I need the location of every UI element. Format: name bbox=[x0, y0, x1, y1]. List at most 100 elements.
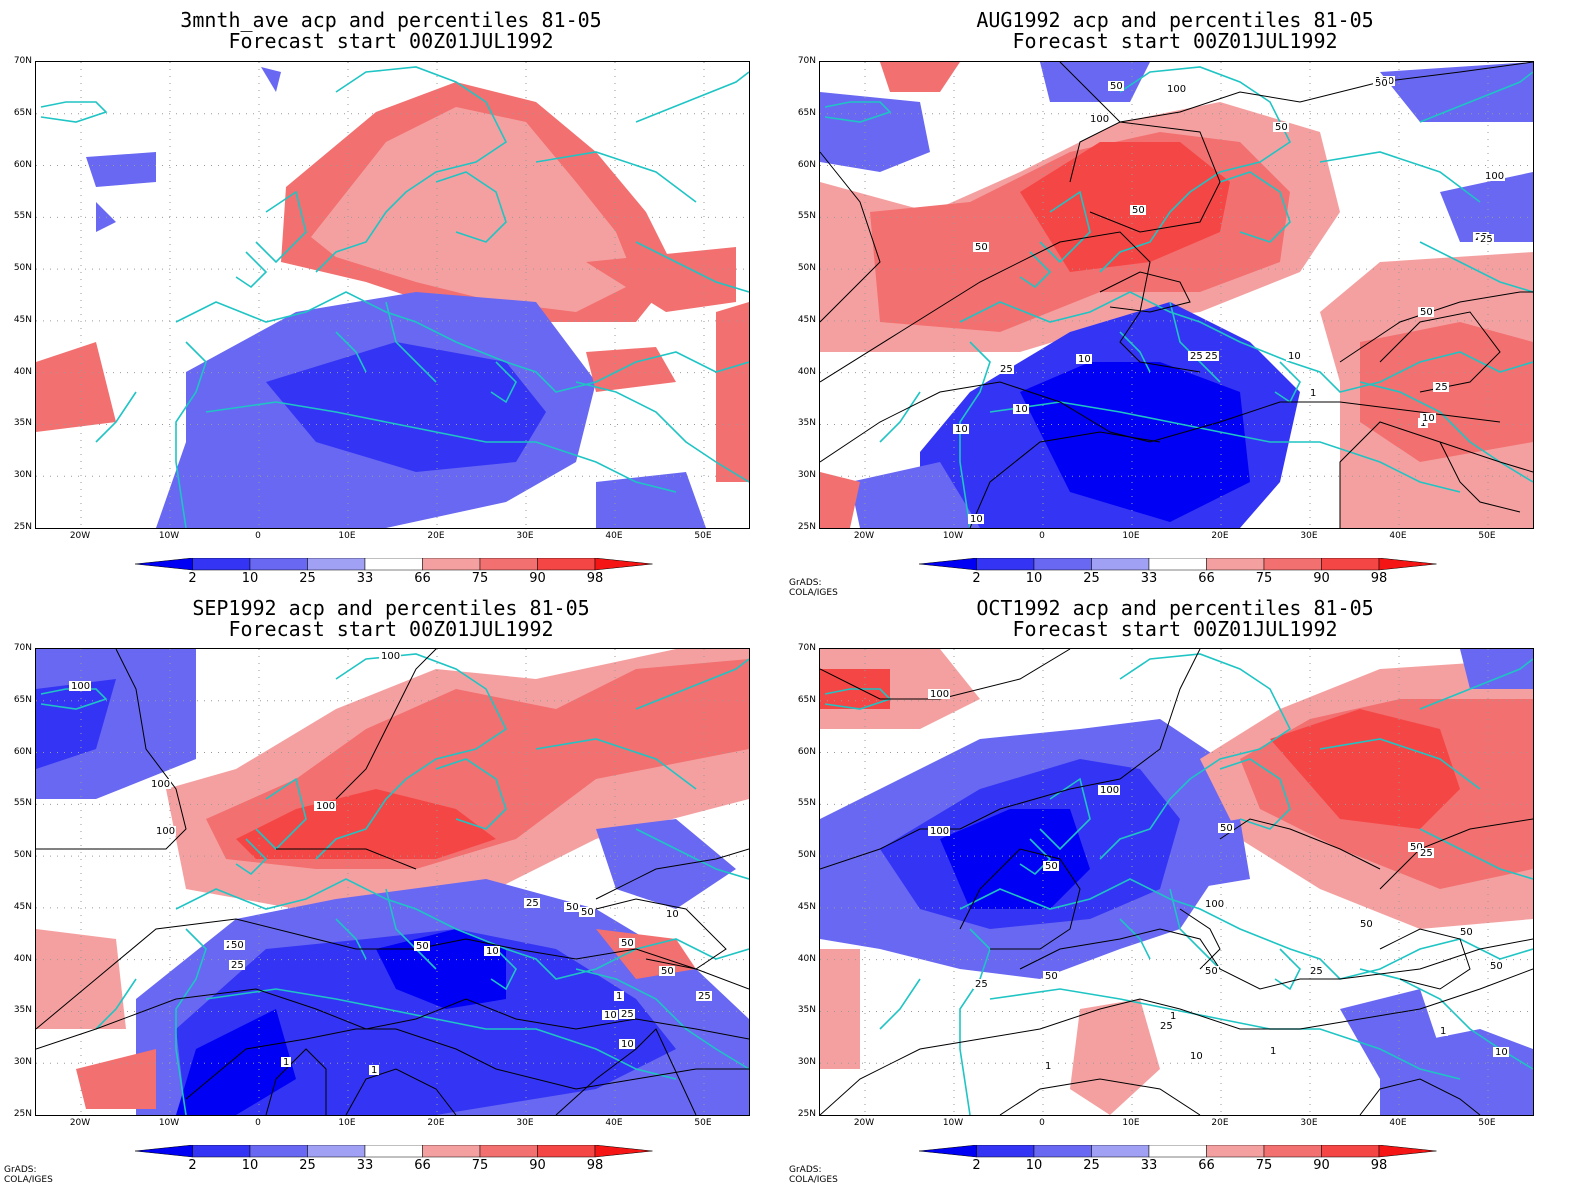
coastline bbox=[1119, 918, 1151, 960]
coastline bbox=[575, 381, 749, 483]
contour-label-bg bbox=[1420, 413, 1436, 423]
latitude-label: 35N bbox=[797, 1005, 816, 1016]
contour-line bbox=[1339, 291, 1533, 363]
latitude-label: 60N bbox=[797, 159, 816, 170]
colorbar-label: 98 bbox=[586, 1158, 604, 1173]
contour-label-bg bbox=[1418, 848, 1434, 858]
contour-line bbox=[1379, 818, 1533, 890]
colorbar bbox=[135, 558, 653, 571]
latitude-label: 55N bbox=[797, 798, 816, 809]
contour-label: 100 bbox=[151, 779, 170, 790]
contour-label: 50 bbox=[1460, 927, 1473, 938]
colorbar-label: 33 bbox=[356, 1158, 374, 1173]
colorbar-segment bbox=[1033, 558, 1092, 571]
latitude-label: 50N bbox=[797, 263, 816, 274]
contour-label: 50 bbox=[416, 941, 429, 952]
shaded-area bbox=[586, 347, 676, 392]
contour-line bbox=[1379, 928, 1471, 990]
longitude-label: 50E bbox=[694, 531, 712, 541]
contour-label-bg bbox=[1488, 961, 1504, 971]
contour-label: 50 bbox=[661, 966, 674, 977]
contour-label: 10 bbox=[1015, 404, 1028, 415]
contour-label: 25 bbox=[1420, 848, 1433, 859]
contour-label-bg bbox=[149, 779, 171, 789]
contour-label-bg bbox=[579, 907, 595, 917]
panel-title: OCT1992 acp and percentiles 81-05 Foreca… bbox=[805, 598, 1545, 640]
longitude-label: 20W bbox=[69, 1118, 91, 1128]
map-plot bbox=[35, 61, 750, 529]
contour-label: 10 bbox=[1190, 1051, 1203, 1062]
colorbar-segment bbox=[135, 1145, 193, 1158]
contour-label: 1 bbox=[283, 1057, 289, 1068]
colorbar-label: 33 bbox=[1140, 1158, 1158, 1173]
contour-label-bg bbox=[524, 898, 540, 908]
contour-label: 50 bbox=[1132, 205, 1145, 216]
coastline bbox=[1219, 171, 1291, 243]
colorbar-segment bbox=[1263, 1145, 1322, 1158]
contour-label-bg bbox=[968, 514, 984, 524]
coastline bbox=[1039, 777, 1091, 851]
title-line-2: Forecast start 00Z01JUL1992 bbox=[228, 617, 554, 641]
colorbar-label: 75 bbox=[471, 571, 489, 586]
coastline bbox=[959, 878, 1533, 980]
shaded-area bbox=[1040, 62, 1150, 102]
colorbar-segment bbox=[249, 1145, 308, 1158]
contour-label-bg bbox=[1188, 1051, 1204, 1061]
contour-label: 10 bbox=[604, 1010, 617, 1021]
coastline bbox=[1099, 66, 1292, 273]
colorbar-label: 25 bbox=[1083, 571, 1100, 586]
contour-label: 1 bbox=[1440, 1026, 1446, 1037]
colorbar-label: 25 bbox=[299, 571, 316, 586]
coastline bbox=[1274, 361, 1301, 404]
latitude-label: 55N bbox=[797, 211, 816, 222]
colorbar-label: 75 bbox=[1255, 571, 1273, 586]
longitude-label: 30E bbox=[516, 1118, 534, 1128]
coastline bbox=[335, 331, 367, 373]
colorbar-segment bbox=[537, 1145, 596, 1158]
colorbar-label: 98 bbox=[1370, 1158, 1388, 1173]
contour-label: 50 bbox=[1375, 78, 1388, 89]
coastline bbox=[95, 391, 137, 443]
shaded-area bbox=[596, 819, 736, 909]
contour-label: 10 bbox=[486, 946, 499, 957]
latitude-label: 45N bbox=[13, 901, 32, 912]
colorbar-segment bbox=[537, 558, 596, 571]
colorbar-label: 98 bbox=[1370, 571, 1388, 586]
latitude-label: 40N bbox=[13, 953, 32, 964]
contour-line bbox=[820, 649, 1201, 870]
colorbar-label: 90 bbox=[529, 1158, 546, 1173]
contour-label-bg bbox=[1286, 351, 1302, 361]
contour-label-bg bbox=[1098, 785, 1120, 795]
coastline bbox=[959, 291, 1533, 393]
contour-label: 1 bbox=[616, 991, 622, 1002]
contour-label: 1 bbox=[1310, 388, 1316, 399]
title-line-1: AUG1992 acp and percentiles 81-05 bbox=[976, 8, 1374, 32]
colorbar-label: 90 bbox=[1313, 571, 1330, 586]
colorbar-label: 90 bbox=[529, 571, 546, 586]
contour-label-bg bbox=[1418, 307, 1434, 317]
contour-line bbox=[999, 1078, 1201, 1115]
coastline bbox=[1359, 381, 1533, 483]
coastline bbox=[535, 738, 697, 790]
contour-label-bg bbox=[1458, 927, 1474, 937]
coastline bbox=[575, 968, 749, 1070]
coastline bbox=[175, 341, 207, 528]
contour-label: 50 bbox=[1110, 81, 1123, 92]
contour-label-bg bbox=[379, 651, 401, 661]
colorbar-label: 10 bbox=[1025, 571, 1043, 586]
coastline bbox=[315, 66, 508, 273]
contour-label-bg bbox=[1043, 1061, 1053, 1071]
contour-label-bg bbox=[696, 991, 712, 1001]
longitude-label: 40E bbox=[1389, 531, 1407, 541]
colorbar-segment bbox=[1091, 1145, 1150, 1158]
contour-label-bg bbox=[1273, 122, 1289, 132]
contour-line bbox=[265, 1048, 327, 1115]
grads-credit: GrADS: COLA/IGES bbox=[789, 1165, 838, 1185]
longitude-label: 40E bbox=[605, 531, 623, 541]
contour-label: 50 bbox=[1490, 961, 1503, 972]
longitude-label: 0 bbox=[255, 1118, 261, 1128]
colorbar-label: 2 bbox=[972, 1158, 981, 1173]
longitude-label: 10W bbox=[158, 531, 180, 541]
shaded-area bbox=[36, 342, 116, 432]
colorbar-label: 2 bbox=[972, 571, 981, 586]
